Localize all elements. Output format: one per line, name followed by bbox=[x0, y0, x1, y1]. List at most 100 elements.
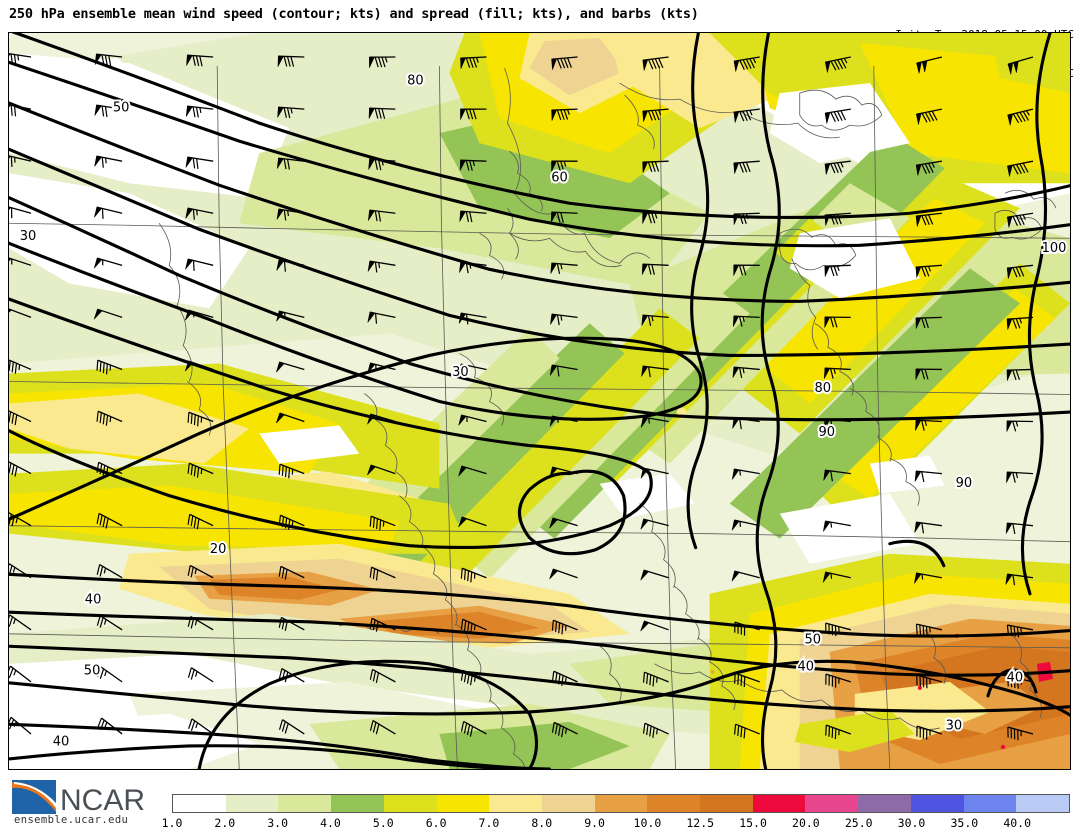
wind-barb bbox=[9, 307, 32, 319]
colorbar-swatch[interactable] bbox=[700, 795, 753, 812]
wind-barb bbox=[276, 361, 305, 373]
map-canvas[interactable]: 3030505080806060303020204040505040405050… bbox=[9, 33, 1070, 769]
contour-label: 80 bbox=[814, 381, 831, 396]
wind-barb bbox=[94, 155, 123, 168]
wind-barb bbox=[9, 563, 32, 579]
wind-barb bbox=[9, 512, 32, 527]
wind-barb bbox=[732, 315, 760, 327]
contour-label: 50 bbox=[804, 632, 821, 647]
wind-barb bbox=[460, 720, 487, 737]
wind-barb bbox=[94, 104, 123, 117]
wind-barb bbox=[549, 568, 578, 580]
wind-barb bbox=[732, 366, 760, 379]
logo-url-label: ensemble.ucar.edu bbox=[14, 814, 129, 826]
wind-barb bbox=[1007, 108, 1034, 126]
wind-barb bbox=[641, 263, 669, 275]
colorbar-swatch[interactable] bbox=[225, 795, 279, 812]
contour-label: 80 bbox=[814, 381, 831, 396]
contour-label: 60 bbox=[551, 171, 568, 186]
colorbar-swatch[interactable] bbox=[331, 795, 384, 812]
contour-label: 90 bbox=[956, 476, 973, 491]
contour-label: 40 bbox=[53, 734, 70, 749]
wind-barb bbox=[278, 514, 305, 530]
wind-barb bbox=[642, 722, 669, 738]
wind-barb bbox=[642, 56, 669, 71]
contour-label: 40 bbox=[797, 659, 814, 674]
colorbar-swatch[interactable] bbox=[541, 795, 595, 812]
wind-barb bbox=[1006, 212, 1034, 228]
map-panel[interactable]: 30 30 50 50 80 80 60 60 30 30 20 20 40 40 50 50 40 40 50 50… bbox=[8, 32, 1071, 770]
wind-barb bbox=[1006, 471, 1034, 483]
colorbar[interactable] bbox=[172, 794, 1070, 813]
wind-barb bbox=[185, 156, 214, 170]
wind-barb bbox=[368, 158, 396, 171]
wind-barb bbox=[187, 667, 214, 683]
colorbar-swatch[interactable] bbox=[647, 795, 701, 812]
wind-barb bbox=[187, 564, 214, 579]
wind-barb bbox=[734, 621, 760, 636]
wind-barb bbox=[369, 617, 396, 632]
wind-barb bbox=[1005, 522, 1034, 535]
wind-barb bbox=[916, 108, 943, 125]
wind-barb bbox=[277, 55, 305, 67]
wind-barb bbox=[369, 566, 396, 581]
contour-label: 50 bbox=[113, 101, 130, 116]
wind-barb bbox=[458, 516, 487, 528]
colorbar-tick-label: 12.5 bbox=[686, 816, 715, 830]
wind-barb bbox=[732, 468, 760, 480]
wind-barb bbox=[1006, 264, 1034, 279]
wind-barb bbox=[9, 256, 32, 268]
wind-barb bbox=[640, 569, 669, 581]
wind-barb bbox=[459, 159, 487, 171]
contour-label: 90 bbox=[818, 425, 835, 440]
wind-barb bbox=[733, 108, 760, 123]
wind-barb bbox=[367, 413, 396, 425]
wind-barb bbox=[732, 417, 760, 430]
colorbar-swatch[interactable] bbox=[436, 795, 490, 812]
wind-barb bbox=[549, 517, 578, 529]
wind-barb bbox=[733, 212, 760, 225]
wind-barb bbox=[97, 717, 123, 735]
contour-label: 30 bbox=[20, 229, 37, 244]
wind-barb bbox=[94, 206, 123, 219]
wind-barb bbox=[733, 56, 760, 72]
wind-barb bbox=[640, 620, 669, 632]
colorbar-swatch[interactable] bbox=[594, 795, 648, 812]
wind-barb bbox=[734, 723, 760, 739]
wind-barb bbox=[187, 616, 214, 631]
wind-barb bbox=[187, 513, 214, 530]
colorbar-swatch[interactable] bbox=[910, 795, 964, 812]
wind-barb bbox=[551, 619, 578, 635]
colorbar-swatch[interactable] bbox=[383, 795, 437, 812]
svg-text:NCAR: NCAR bbox=[60, 784, 145, 817]
wind-barb bbox=[915, 160, 942, 176]
colorbar-swatch[interactable] bbox=[752, 795, 806, 812]
wind-barb bbox=[914, 572, 942, 584]
wind-barb bbox=[9, 154, 32, 167]
wind-barb bbox=[551, 721, 578, 738]
colorbar-tick-label: 5.0 bbox=[372, 816, 394, 830]
contour-label: 40 bbox=[1007, 670, 1024, 685]
colorbar-tick-label: 25.0 bbox=[844, 816, 873, 830]
wind-barb bbox=[9, 665, 32, 683]
colorbar-swatch[interactable] bbox=[1016, 795, 1069, 812]
wind-barb bbox=[642, 108, 669, 122]
colorbar-swatch[interactable] bbox=[858, 795, 911, 812]
colorbar-swatch[interactable] bbox=[805, 795, 859, 812]
wind-barb bbox=[824, 264, 851, 277]
wind-barb bbox=[9, 205, 32, 219]
wind-barb bbox=[824, 56, 851, 73]
colorbar-swatch[interactable] bbox=[963, 795, 1017, 812]
colorbar-swatch[interactable] bbox=[173, 795, 226, 812]
colorbar-swatch[interactable] bbox=[489, 795, 542, 812]
colorbar-swatch[interactable] bbox=[278, 795, 332, 812]
wind-barb bbox=[367, 362, 396, 374]
wind-barb bbox=[825, 622, 851, 637]
wind-barb bbox=[915, 419, 942, 431]
wind-barb bbox=[640, 416, 669, 428]
wind-barb bbox=[459, 261, 487, 274]
wind-barb bbox=[185, 309, 214, 321]
wind-barb bbox=[733, 264, 760, 276]
wind-barb bbox=[824, 108, 851, 124]
wind-barb bbox=[278, 463, 305, 479]
